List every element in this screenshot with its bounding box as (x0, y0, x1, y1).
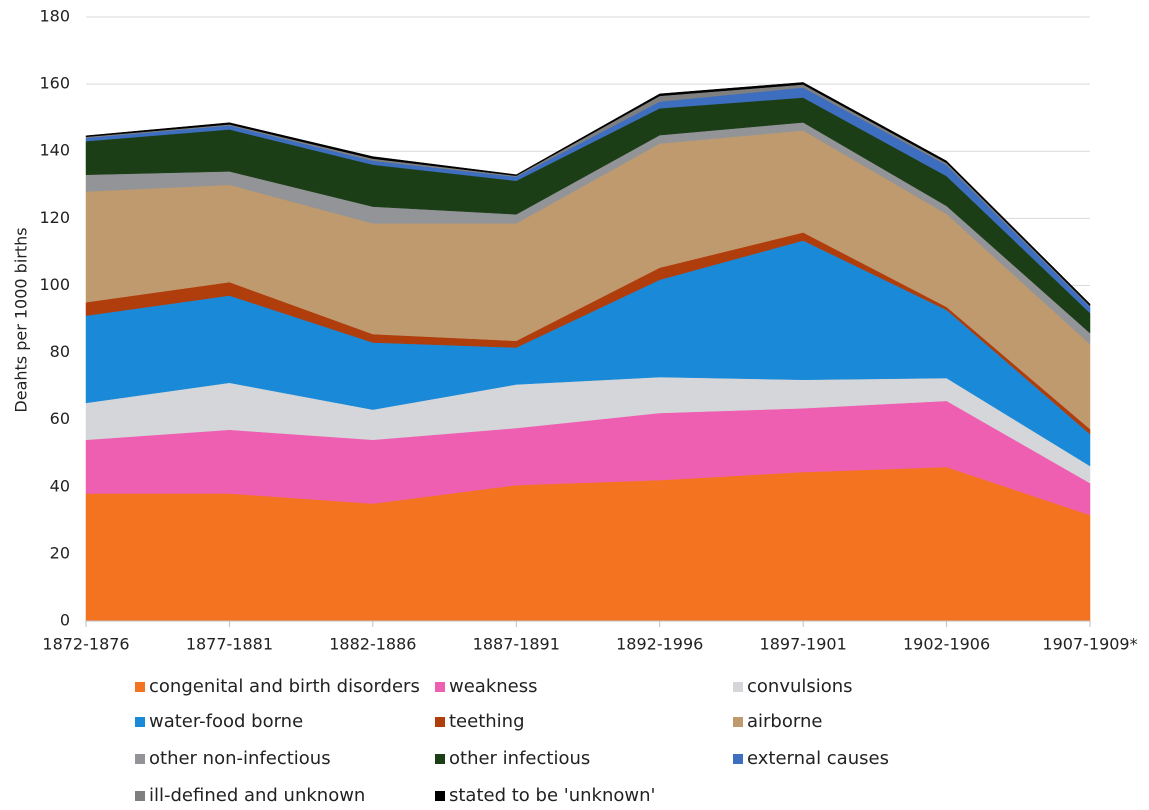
legend-label: external causes (747, 748, 889, 769)
legend-label: convulsions (747, 676, 853, 697)
legend-label: other infectious (449, 748, 590, 769)
legend-label: congenital and birth disorders (149, 676, 420, 697)
y-tick-label: 40 (50, 476, 70, 495)
y-tick-label: 0 (60, 611, 70, 630)
legend-label: water-food borne (149, 711, 303, 732)
legend-swatch (135, 717, 145, 727)
y-axis-label: Deahts per 1000 births (12, 227, 31, 412)
legend-swatch (435, 791, 445, 801)
legend-swatch (435, 754, 445, 764)
x-tick-label: 1887-1891 (473, 635, 560, 654)
y-tick-label: 140 (39, 141, 70, 160)
y-tick-label: 120 (39, 208, 70, 227)
legend-label: weakness (449, 676, 538, 697)
legend-swatch (435, 682, 445, 692)
legend-label: teething (449, 711, 525, 732)
legend-swatch (135, 682, 145, 692)
y-tick-label: 100 (39, 275, 70, 294)
y-tick-label: 60 (50, 409, 70, 428)
area (85, 82, 1091, 307)
x-tick-label: 1872-1876 (42, 635, 129, 654)
legend-swatch (733, 754, 743, 764)
legend-swatch (135, 754, 145, 764)
y-tick-label: 160 (39, 74, 70, 93)
y-tick-label: 180 (39, 7, 70, 26)
legend-label: airborne (747, 711, 822, 732)
y-tick-label: 20 (50, 543, 70, 562)
legend-swatch (733, 682, 743, 692)
legend-label: stated to be 'unknown' (449, 785, 655, 806)
legend-label: ill-defined and unknown (149, 785, 365, 806)
x-tick-label: 1882-1886 (329, 635, 416, 654)
legend-swatch (435, 717, 445, 727)
x-tick-label: 1897-1901 (760, 635, 847, 654)
x-tick-label: 1902-1906 (903, 635, 990, 654)
x-tick-label: 1892-1996 (616, 635, 703, 654)
y-tick-label: 80 (50, 342, 70, 361)
legend-label: other non-infectious (149, 748, 331, 769)
legend-swatch (135, 791, 145, 801)
x-tick-label: 1877-1881 (186, 635, 273, 654)
legend-swatch (733, 717, 743, 727)
x-tick-label: 1907-1909* (1042, 635, 1137, 654)
